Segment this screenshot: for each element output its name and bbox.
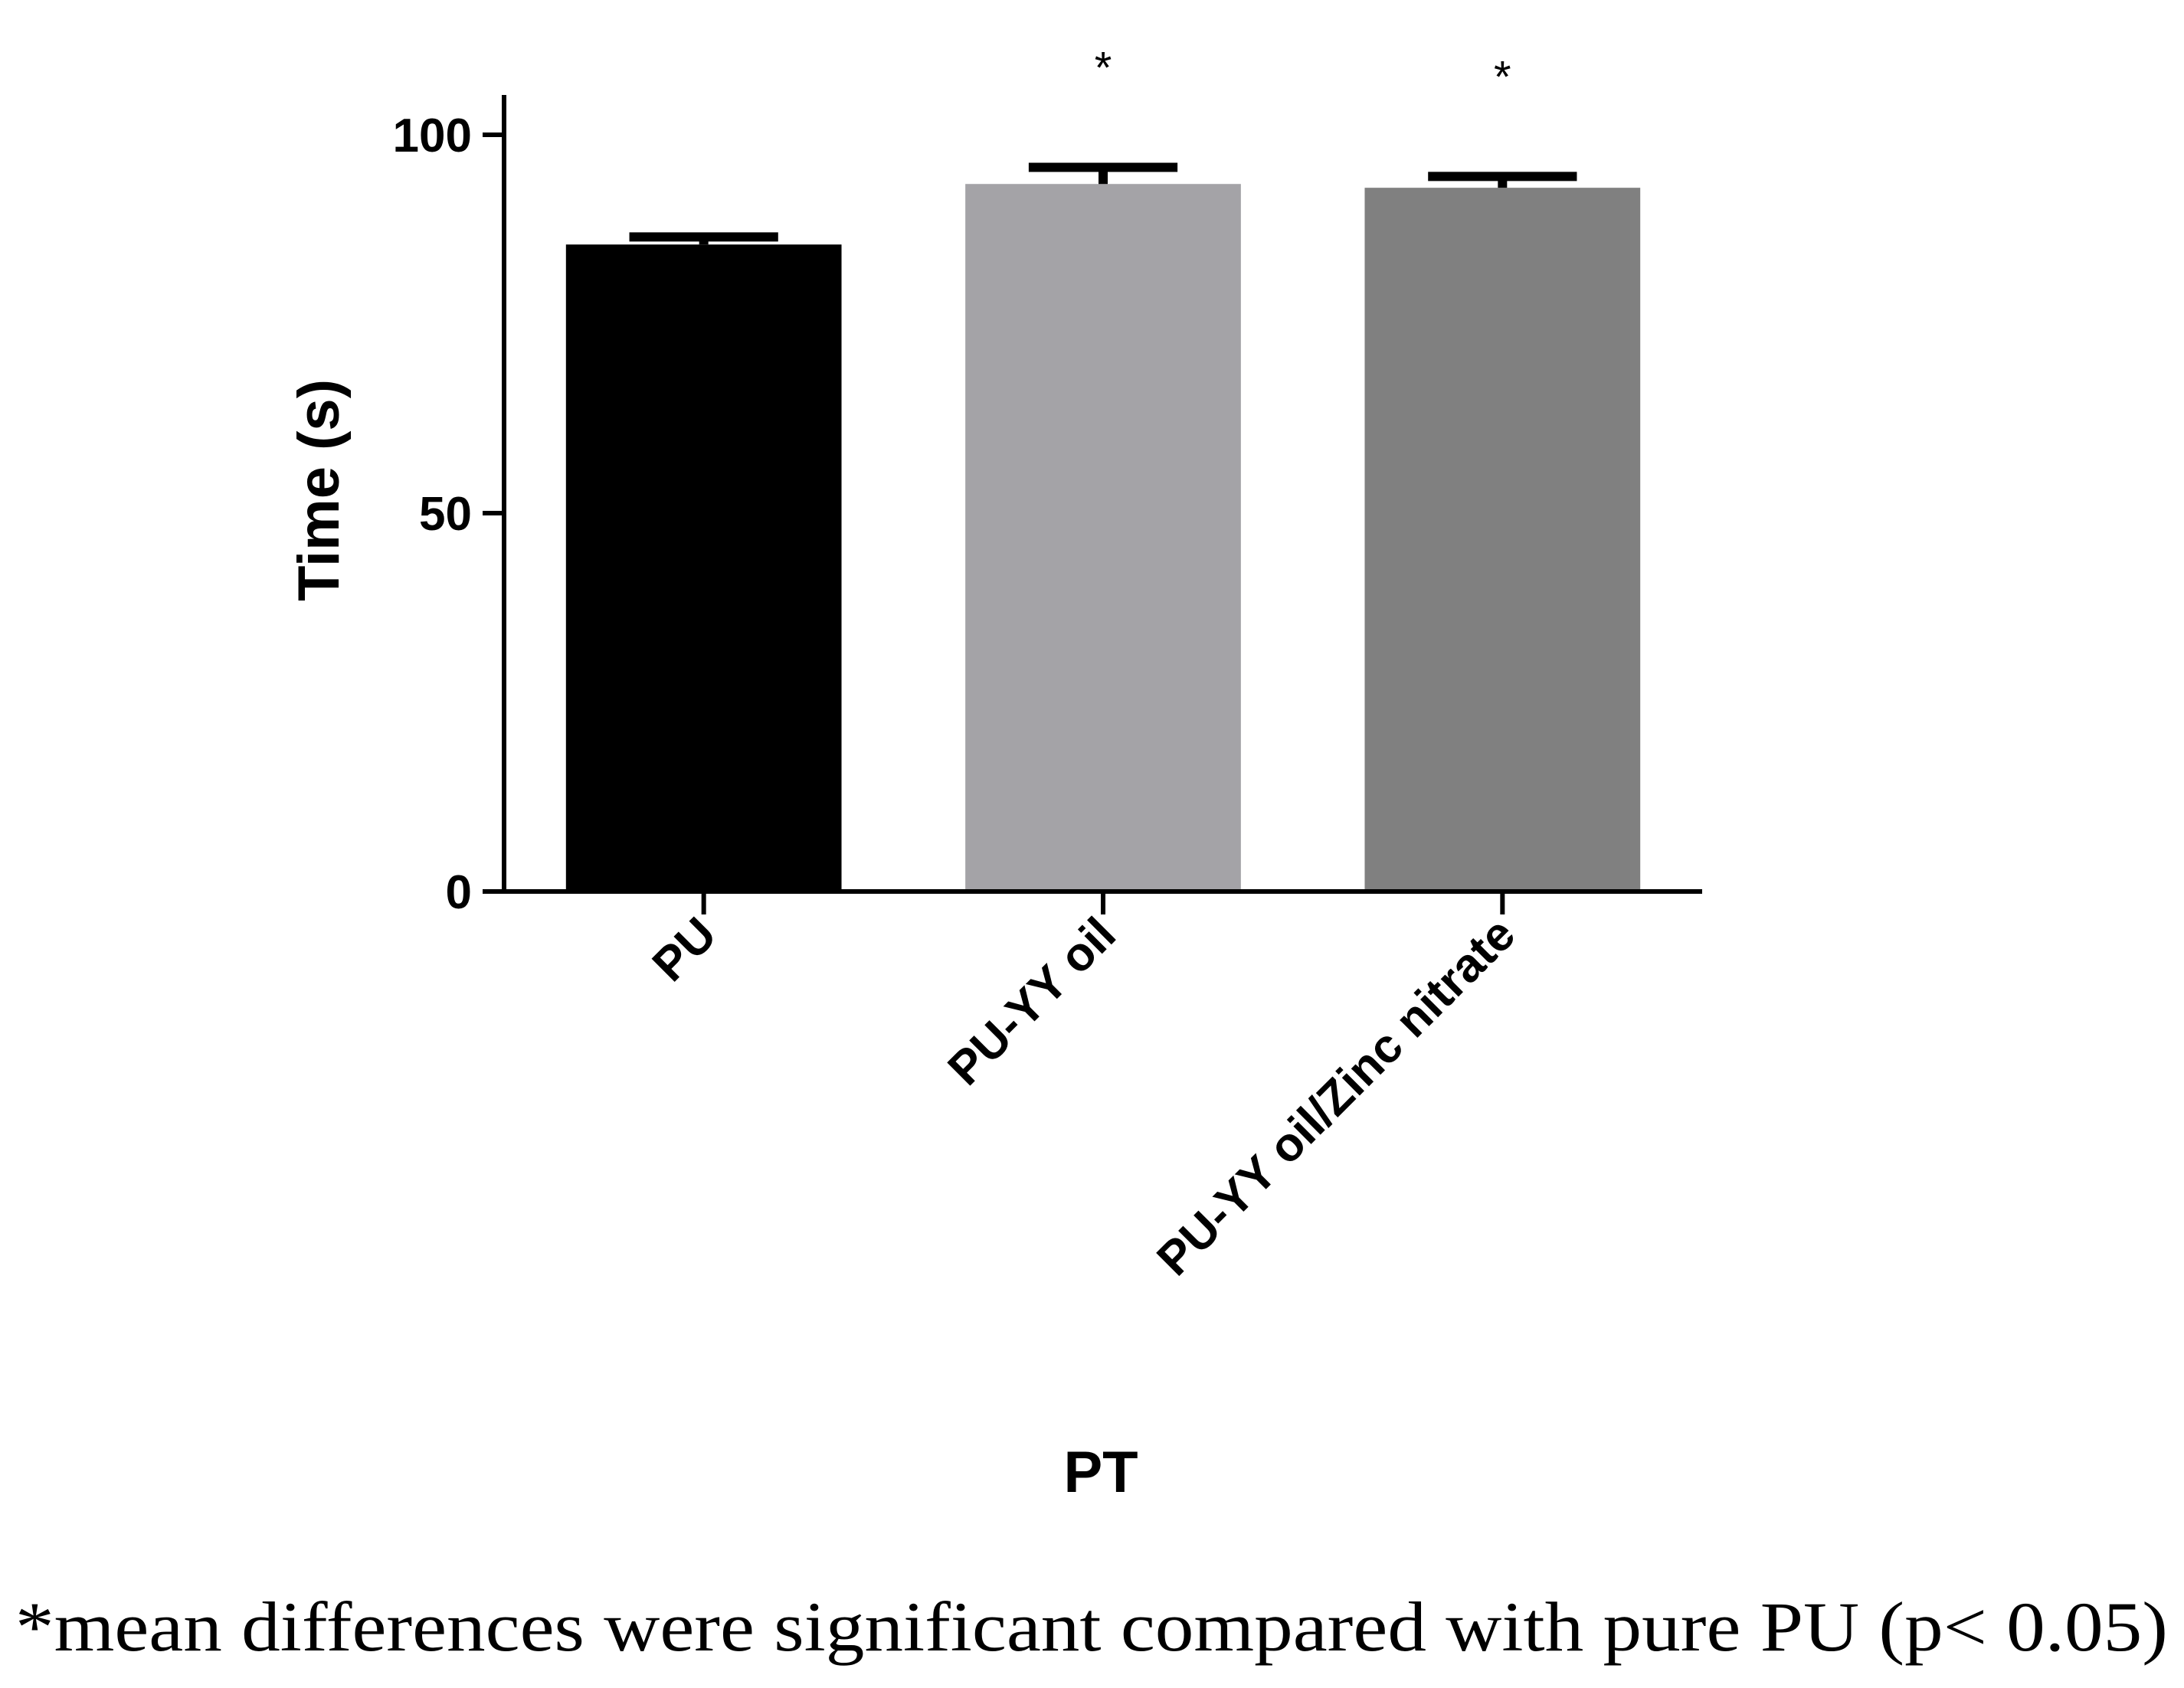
- y-axis-title: Time (s): [287, 379, 352, 601]
- x-ticks-layer: PU PU-YY oil PU-YY oil/Zinc nitrate: [643, 891, 1525, 1286]
- significance-marks-layer: * *: [1095, 43, 1511, 102]
- significance-mark-3: *: [1494, 52, 1511, 102]
- bar-2: [965, 184, 1241, 892]
- bar-1: [565, 244, 842, 891]
- bars-layer: [565, 184, 1641, 892]
- x-axis-title: PT: [1063, 1440, 1138, 1505]
- significance-mark-2: *: [1095, 43, 1112, 93]
- bar-3: [1364, 188, 1641, 891]
- x-tick-label-2: PU-YY oil: [938, 908, 1126, 1095]
- y-tick-label-1: 0: [446, 866, 472, 919]
- x-tick-label-3: PU-YY oil/Zinc nitrate: [1147, 908, 1525, 1286]
- significance-footnote: *mean differences were significant compa…: [15, 1588, 2168, 1666]
- y-tick-label-2: 50: [419, 488, 472, 541]
- y-tick-label-3: 100: [393, 110, 472, 162]
- x-tick-label-1: PU: [643, 908, 727, 992]
- error-bars-layer: [629, 162, 1577, 245]
- y-ticks-layer: 0 50 100: [393, 110, 504, 919]
